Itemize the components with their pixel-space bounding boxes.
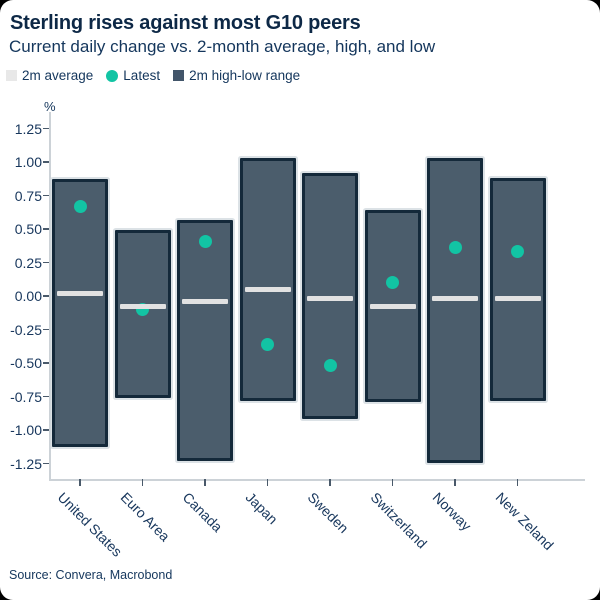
x-tick: [266, 479, 269, 486]
y-tick-label: 0.00: [14, 288, 42, 304]
average-swatch-icon: [6, 70, 17, 81]
y-tick: [43, 127, 49, 130]
latest-swatch-icon: [106, 69, 119, 82]
y-tick-label: -1.00: [10, 422, 42, 438]
y-tick: [43, 395, 49, 398]
average-line: [119, 304, 166, 310]
legend-item-range: 2m high-low range: [173, 68, 300, 83]
x-tick: [204, 479, 206, 486]
legend-label-average: 2m average: [22, 68, 94, 83]
y-axis-line: [49, 112, 51, 479]
y-tick-label: 0.75: [14, 187, 42, 204]
range-bar: [239, 157, 296, 401]
x-tick: [516, 479, 519, 486]
latest-dot: [511, 245, 524, 259]
y-tick-label: 1.00: [14, 154, 42, 170]
legend-item-average: 2m average: [6, 68, 93, 83]
latest-dot: [73, 199, 87, 213]
range-bar: [52, 179, 108, 448]
x-tick-label: Japan: [242, 489, 281, 528]
average-line: [494, 296, 541, 302]
latest-dot: [198, 234, 212, 248]
range-bar: [489, 178, 546, 401]
y-tick-label: 0.25: [14, 254, 42, 271]
range-swatch-icon: [173, 70, 185, 81]
y-tick: [43, 261, 49, 264]
average-line: [182, 298, 228, 304]
y-tick: [43, 429, 49, 431]
latest-dot: [323, 359, 337, 373]
chart-title: Sterling rises against most G10 peers: [10, 12, 361, 34]
y-tick-label: -0.75: [10, 388, 42, 405]
y-tick: [43, 462, 49, 465]
average-line: [369, 304, 416, 310]
y-tick: [43, 362, 49, 364]
x-tick-label: Euro Area: [117, 489, 173, 545]
range-bar: [177, 219, 233, 461]
average-line: [432, 296, 478, 302]
x-tick: [391, 479, 394, 486]
y-tick-label: -0.50: [10, 355, 42, 371]
legend: 2m average Latest 2m high-low range: [6, 68, 300, 83]
y-tick-label: 0.50: [14, 221, 42, 237]
average-line: [57, 290, 103, 296]
legend-item-latest: Latest: [106, 68, 160, 83]
source-note: Source: Convera, Macrobond: [9, 568, 173, 582]
latest-dot: [448, 241, 462, 255]
x-tick: [141, 479, 144, 486]
average-line: [307, 296, 353, 302]
legend-label-range: 2m high-low range: [189, 68, 301, 83]
y-tick-label: 1.25: [14, 120, 42, 137]
legend-label-latest: Latest: [123, 68, 161, 83]
latest-dot: [261, 337, 274, 351]
x-tick-label: Sweden: [304, 489, 352, 537]
range-bar: [427, 157, 483, 464]
y-tick: [43, 194, 49, 197]
x-tick-label: Norway: [429, 489, 475, 534]
x-tick: [79, 479, 81, 486]
chart-subtitle: Current daily change vs. 2-month average…: [9, 37, 436, 56]
y-tick-label: -0.25: [10, 321, 42, 338]
y-tick: [43, 295, 49, 297]
x-axis-line: [49, 479, 585, 481]
y-axis-unit-label: %: [44, 99, 56, 114]
y-tick-label: -1.25: [10, 455, 42, 472]
y-tick: [43, 328, 49, 331]
range-bar: [302, 172, 358, 420]
x-tick: [454, 479, 456, 486]
x-tick-label: Switzerland: [367, 489, 430, 552]
x-tick-label: New Zeland: [492, 489, 557, 554]
y-tick: [43, 228, 49, 230]
average-line: [244, 286, 291, 292]
x-tick-label: Canada: [179, 489, 226, 535]
y-tick: [43, 161, 49, 163]
x-tick-label: United States: [54, 489, 126, 560]
x-tick: [329, 479, 331, 486]
latest-dot: [386, 276, 399, 290]
